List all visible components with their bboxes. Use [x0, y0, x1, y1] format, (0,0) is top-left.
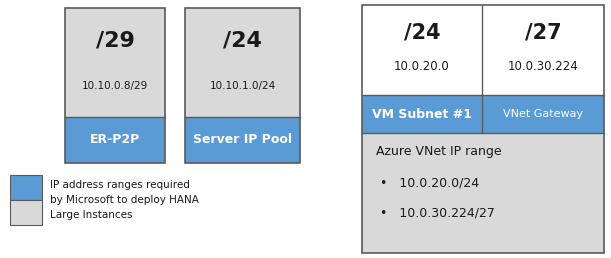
Text: Server IP Pool: Server IP Pool	[193, 133, 292, 146]
Text: VM Subnet #1: VM Subnet #1	[372, 108, 472, 120]
Text: 10.10.1.0/24: 10.10.1.0/24	[210, 81, 276, 91]
Bar	[362, 5, 604, 253]
Text: 10.10.0.8/29: 10.10.0.8/29	[82, 81, 148, 91]
Bar	[185, 8, 300, 117]
Text: /29: /29	[95, 30, 134, 51]
Text: 10.0.20.0: 10.0.20.0	[394, 60, 450, 73]
Text: 10.0.30.224: 10.0.30.224	[508, 60, 579, 73]
Bar	[362, 5, 604, 95]
Bar	[65, 117, 165, 163]
Bar	[10, 175, 42, 200]
Bar	[185, 8, 300, 163]
Bar	[10, 200, 42, 225]
Text: /24: /24	[223, 30, 262, 51]
Bar	[362, 133, 604, 253]
Text: •   10.0.20.0/24: • 10.0.20.0/24	[380, 176, 479, 189]
Text: •   10.0.30.224/27: • 10.0.30.224/27	[380, 206, 495, 220]
Bar	[362, 95, 604, 133]
Text: VNet Gateway: VNet Gateway	[503, 109, 583, 119]
Text: /27: /27	[525, 22, 562, 42]
Text: Azure VNet IP range: Azure VNet IP range	[376, 144, 502, 157]
Bar	[185, 117, 300, 163]
Text: /24: /24	[404, 22, 441, 42]
Bar	[65, 8, 165, 117]
Text: IP address ranges required
by Microsoft to deploy HANA
Large Instances: IP address ranges required by Microsoft …	[50, 180, 199, 220]
Text: ER-P2P: ER-P2P	[90, 133, 140, 146]
Bar	[65, 8, 165, 163]
